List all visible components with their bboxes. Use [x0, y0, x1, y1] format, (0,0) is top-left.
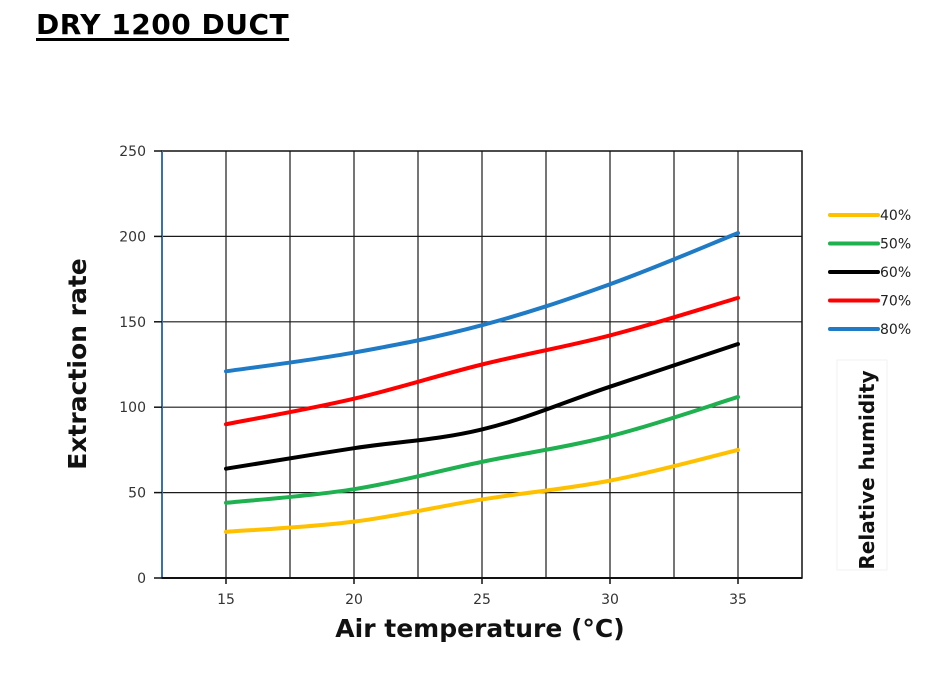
x-tick-label: 20: [345, 592, 363, 608]
legend-label-50: 50%: [880, 237, 911, 253]
legend-title: Relative humidity: [855, 370, 879, 569]
y-tick-label: 150: [119, 315, 146, 331]
legend-label-60: 60%: [880, 265, 911, 281]
legend-label-70: 70%: [880, 294, 911, 310]
y-tick-label: 250: [119, 144, 146, 160]
legend: 40% 50% 60% 70% 80%: [828, 208, 911, 338]
y-axis-title: Extraction rate: [63, 258, 92, 469]
axes: [154, 150, 803, 584]
x-tick-label: 25: [473, 592, 491, 608]
legend-label-80: 80%: [880, 322, 911, 338]
x-tick-label: 35: [729, 592, 747, 608]
tick-labels: 0 50 100 150 200 250 15 20 25 30 35: [119, 144, 747, 608]
legend-label-40: 40%: [880, 208, 911, 224]
y-tick-label: 50: [128, 486, 146, 502]
series-lines: [224, 230, 740, 534]
legend-title-box: [836, 359, 888, 571]
y-tick-label: 100: [119, 400, 146, 416]
x-tick-label: 15: [217, 592, 235, 608]
y-tick-label: 200: [119, 229, 146, 245]
page-title: DRY 1200 DUCT: [36, 8, 290, 41]
x-tick-label: 30: [601, 592, 619, 608]
y-tick-label: 0: [137, 571, 146, 587]
x-axis-title: Air temperature (°C): [335, 614, 624, 643]
